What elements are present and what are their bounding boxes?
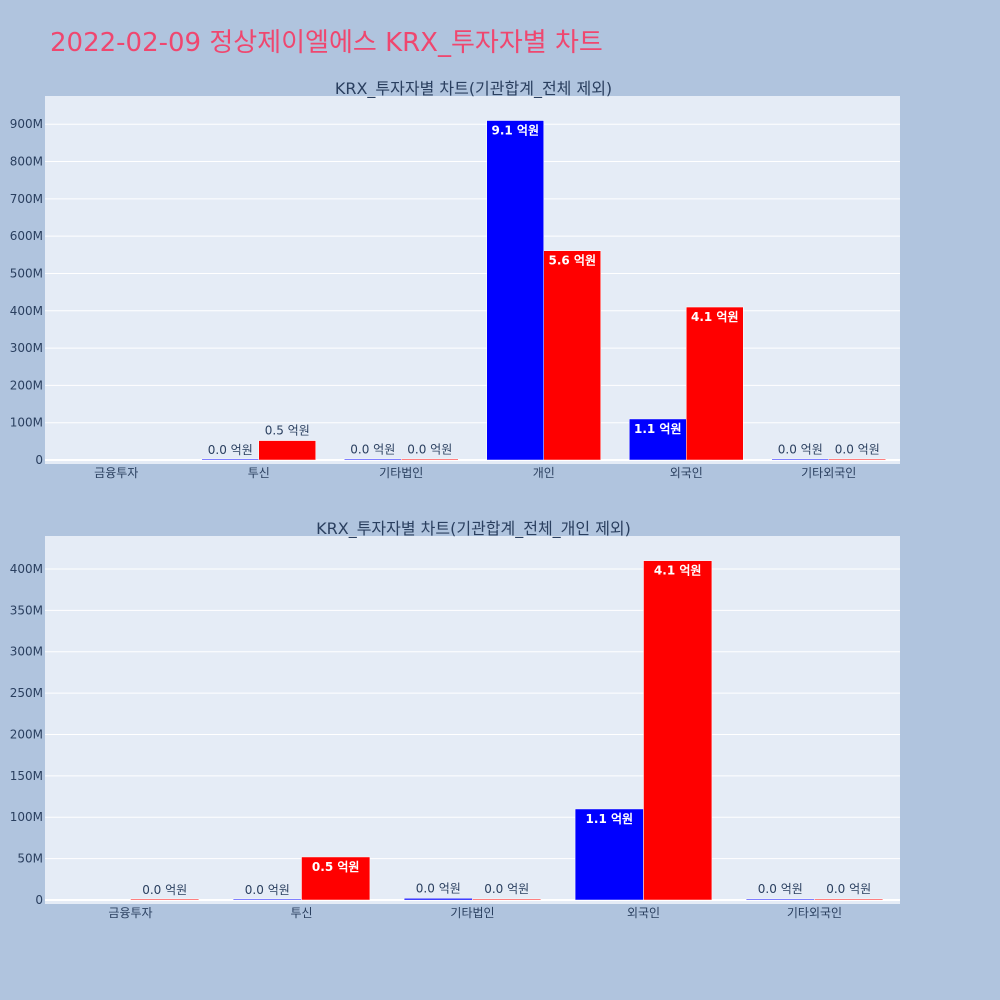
plot-area [45,536,900,904]
bar-sell[interactable] [828,458,886,461]
x-tick-label: 기타외국인 [801,466,856,480]
bar-buy[interactable] [745,898,815,901]
bar-value-label: 1.1 억원 [586,812,634,826]
bar-buy[interactable] [232,898,302,901]
x-tick-label: 금융투자 [108,906,152,920]
y-tick-label: 300M [10,645,43,659]
bar-buy[interactable] [574,808,644,901]
bar-value-label: 4.1 억원 [654,564,702,578]
bar-sell[interactable] [643,560,713,901]
bar-buy[interactable] [629,418,687,461]
x-tick-label: 투신 [290,906,312,920]
y-tick-label: 50M [17,852,43,866]
page-title: 2022-02-09 정상제이엘에스 KRX_투자자별 차트 [50,28,603,58]
y-tick-label: 700M [10,192,43,206]
bar-value-label: 0.0 억원 [758,882,803,896]
y-tick-label: 800M [10,155,43,169]
bar-value-label: 0.0 억원 [826,882,871,896]
bar-value-label: 0.0 억원 [407,443,452,457]
bar-value-label: 0.0 억원 [835,443,880,457]
bar-sell[interactable] [401,458,459,461]
x-tick-label: 개인 [533,466,555,480]
chart-title: KRX_투자자별 차트(기관합계_전체 제외) [335,79,612,99]
bar-value-label: 0.5 억원 [312,860,360,874]
y-tick-label: 500M [10,266,43,280]
y-tick-label: 100M [10,416,43,430]
x-tick-label: 금융투자 [94,466,138,480]
chart-title: KRX_투자자별 차트(기관합계_전체_개인 제외) [316,519,631,539]
bar-value-label: 1.1 억원 [634,422,682,436]
y-tick-label: 350M [10,603,43,617]
bar-value-label: 9.1 억원 [491,124,539,138]
x-tick-label: 외국인 [670,466,703,480]
x-tick-label: 기타외국인 [787,906,842,920]
bar-value-label: 0.0 억원 [208,443,253,457]
x-tick-label: 기타법인 [450,906,494,920]
y-tick-label: 600M [10,229,43,243]
y-tick-label: 0 [35,893,43,907]
bar-value-label: 0.0 억원 [245,883,290,897]
bar-value-label: 0.0 억원 [778,443,823,457]
bar-value-label: 0.0 억원 [484,882,529,896]
y-tick-label: 150M [10,769,43,783]
bar-value-label: 0.0 억원 [350,442,395,456]
y-tick-label: 250M [10,686,43,700]
x-tick-label: 외국인 [627,906,660,920]
bar-sell[interactable] [472,898,542,901]
x-tick-label: 기타법인 [379,466,423,480]
bar-value-label: 0.0 억원 [416,881,461,895]
y-tick-label: 400M [10,562,43,576]
x-tick-label: 투신 [248,466,270,480]
bar-value-label: 0.0 억원 [142,883,187,897]
bar-value-label: 5.6 억원 [548,254,596,268]
bar-sell[interactable] [301,856,371,901]
bar-buy[interactable] [486,120,544,461]
bar-sell[interactable] [543,250,601,461]
y-tick-label: 300M [10,341,43,355]
plot-area [45,96,900,464]
bar-sell[interactable] [686,306,744,461]
y-tick-label: 200M [10,378,43,392]
bar-value-label: 4.1 억원 [691,310,739,324]
y-tick-label: 100M [10,810,43,824]
bar-sell[interactable] [130,898,200,901]
y-tick-label: 200M [10,727,43,741]
y-tick-label: 900M [10,117,43,131]
bar-value-label: 0.5 억원 [265,424,310,438]
bar-sell[interactable] [814,898,884,901]
bar-buy[interactable] [403,898,473,901]
y-tick-label: 0 [35,453,43,467]
y-tick-label: 400M [10,304,43,318]
bar-sell[interactable] [258,440,316,461]
